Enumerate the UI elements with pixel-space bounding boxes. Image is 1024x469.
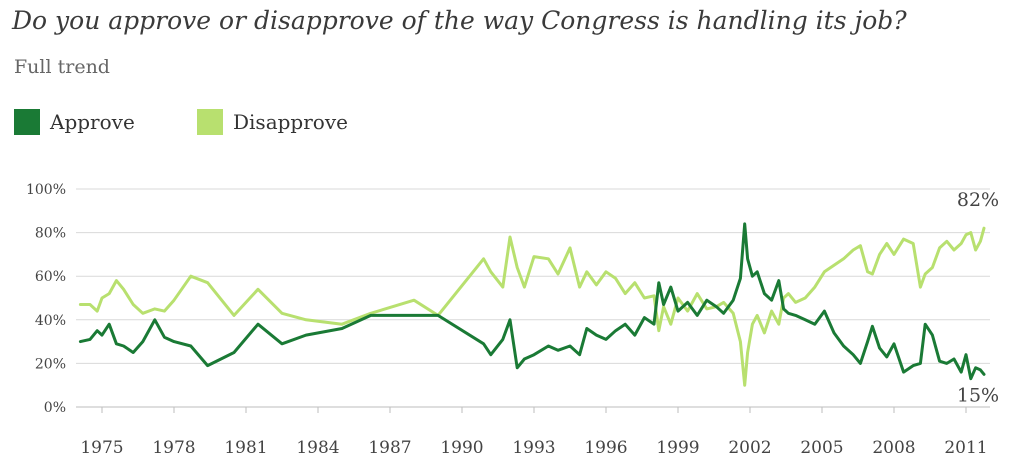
x-tick-label: 2008 xyxy=(872,438,915,458)
x-tick-label: 2005 xyxy=(800,438,843,458)
x-tick-label: 1993 xyxy=(512,438,555,458)
x-tick-label: 1987 xyxy=(368,438,411,458)
chart-title: Do you approve or disapprove of the way … xyxy=(12,6,907,35)
y-tick-label: 0% xyxy=(44,400,66,416)
y-tick-label: 20% xyxy=(35,356,66,372)
x-tick-label: 2002 xyxy=(728,438,771,458)
series-line-approve xyxy=(78,222,986,381)
legend-label-approve: Approve xyxy=(50,110,135,134)
end-label-disapprove: 82% xyxy=(957,189,999,211)
line-chart: 0% 20% 40% 60% 80% 100% 1975 1978 1981 1984 1987 19… xyxy=(26,182,999,458)
y-tick-label: 60% xyxy=(35,269,66,285)
y-tick-label: 80% xyxy=(35,226,66,242)
legend-item-approve: Approve xyxy=(14,109,135,135)
y-tick-label: 100% xyxy=(26,182,66,198)
x-tick-label: 1990 xyxy=(440,438,483,458)
x-tick-label: 1981 xyxy=(224,438,267,458)
x-tick-label: 1999 xyxy=(656,438,699,458)
chart-subtitle: Full trend xyxy=(14,56,110,78)
x-tick-label: 1984 xyxy=(296,438,339,458)
x-tick-label: 1978 xyxy=(152,438,195,458)
end-label-approve: 15% xyxy=(957,384,999,406)
x-tick-label: 2011 xyxy=(944,438,987,458)
legend-swatch-disapprove xyxy=(197,109,223,135)
legend-item-disapprove: Disapprove xyxy=(197,109,348,135)
legend-swatch-approve xyxy=(14,109,40,135)
y-tick-label: 40% xyxy=(35,313,66,329)
chart-legend: Approve Disapprove xyxy=(14,109,434,137)
legend-label-disapprove: Disapprove xyxy=(233,110,348,134)
x-tick-label: 1975 xyxy=(80,438,123,458)
series-line-disapprove xyxy=(78,226,986,387)
x-tick-label: 1996 xyxy=(584,438,627,458)
